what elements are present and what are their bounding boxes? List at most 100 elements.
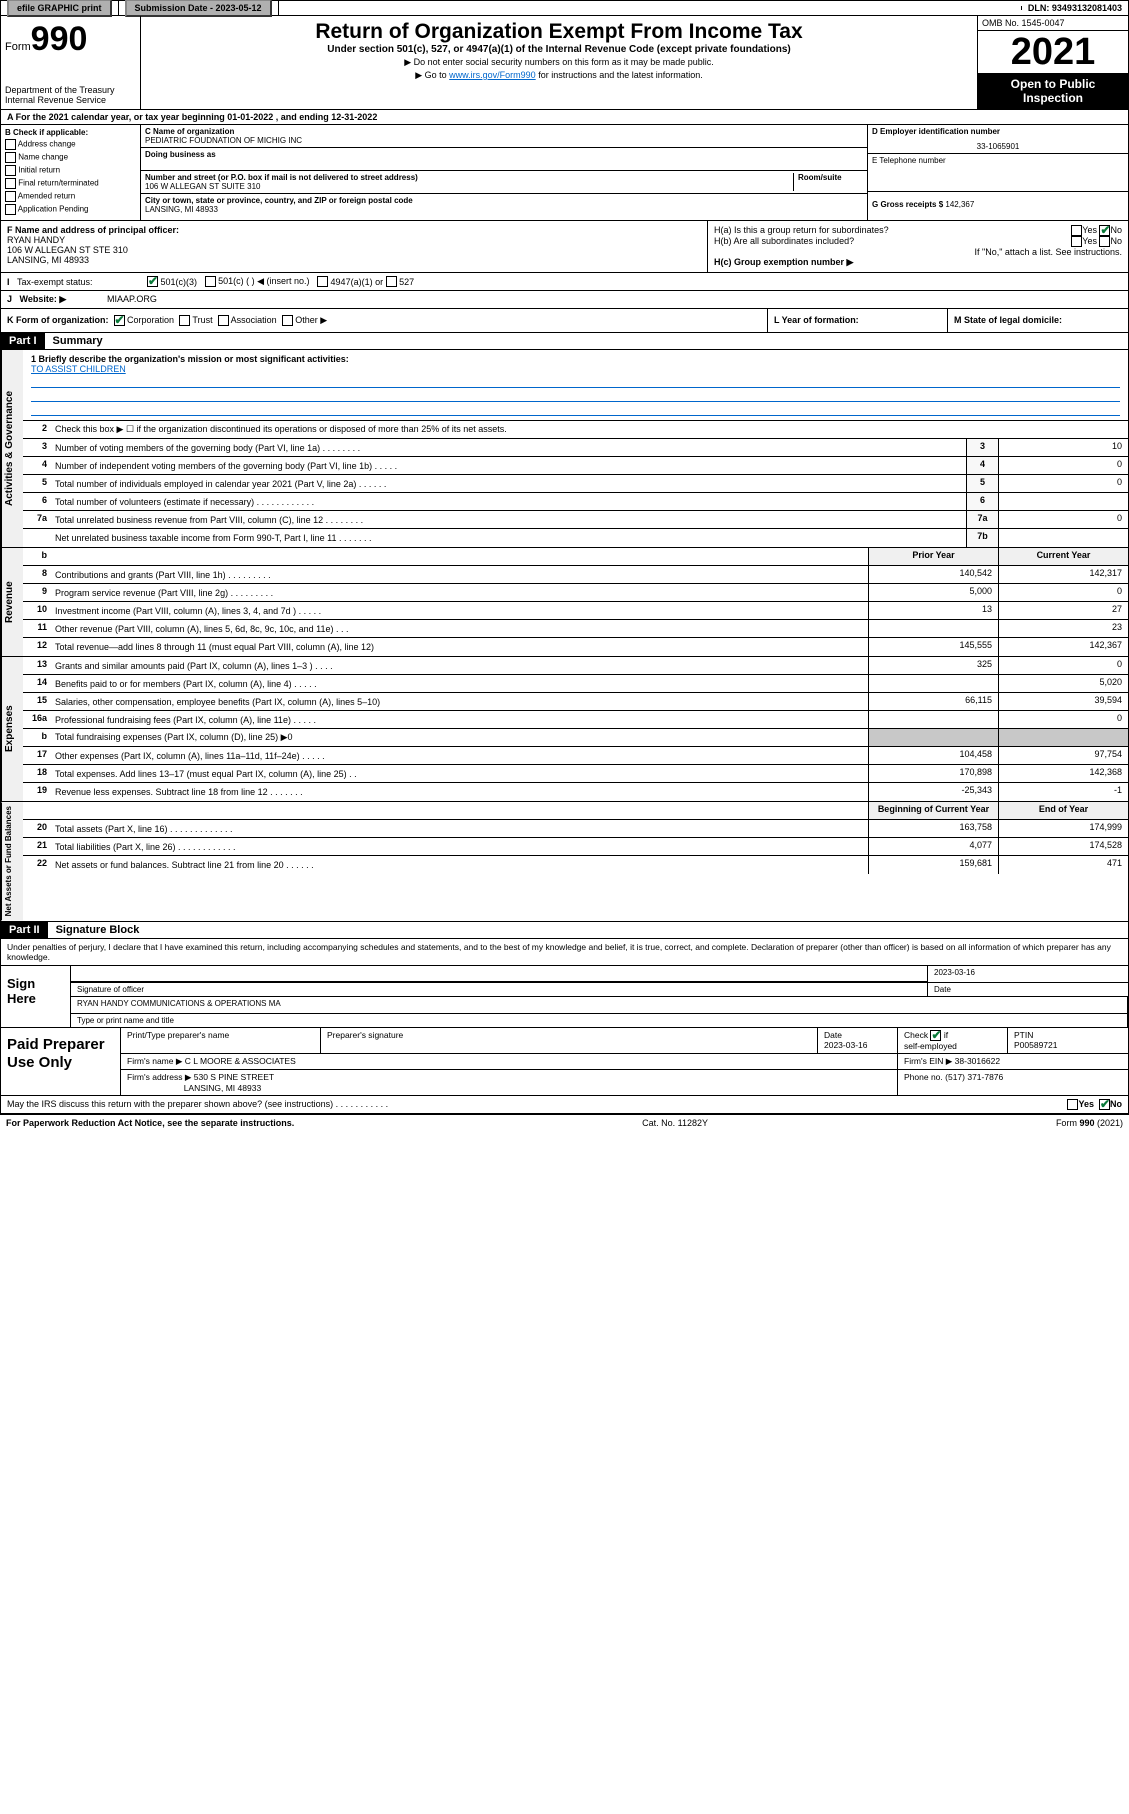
checkbox-ha-no[interactable]: [1099, 225, 1110, 236]
ptin-value: P00589721: [1014, 1040, 1058, 1050]
ein-row: D Employer identification number 33-1065…: [868, 125, 1128, 154]
firm-addr1: 530 S PINE STREET: [194, 1072, 274, 1082]
gross-receipts-row: G Gross receipts $ 142,367: [868, 192, 1128, 211]
form-subtitle: Under section 501(c), 527, or 4947(a)(1)…: [149, 44, 969, 55]
summary-line: 20Total assets (Part X, line 16) . . . .…: [23, 820, 1128, 838]
summary-line: 13Grants and similar amounts paid (Part …: [23, 657, 1128, 675]
firm-ein: 38-3016622: [955, 1056, 1000, 1066]
part2-title: Signature Block: [48, 922, 148, 938]
city-row: City or town, state or province, country…: [141, 194, 867, 216]
dln-text: DLN: 93493132081403: [1022, 1, 1128, 15]
discuss-row: May the IRS discuss this return with the…: [0, 1096, 1129, 1114]
form-990-number: 990: [31, 20, 88, 58]
checkbox-501c[interactable]: [205, 276, 216, 287]
firm-addr-row: Firm's address ▶ 530 S PINE STREET LANSI…: [121, 1070, 1128, 1095]
checkbox-association[interactable]: [218, 315, 229, 326]
checkbox-4947[interactable]: [317, 276, 328, 287]
checkbox-name-change[interactable]: [5, 152, 16, 163]
telephone-row: E Telephone number: [868, 154, 1128, 192]
summary-line: 22Net assets or fund balances. Subtract …: [23, 856, 1128, 874]
checkbox-self-employed[interactable]: [930, 1030, 941, 1041]
summary-line: Net unrelated business taxable income fr…: [23, 529, 1128, 547]
checkbox-pending[interactable]: [5, 204, 16, 215]
vlabel-net-assets: Net Assets or Fund Balances: [1, 802, 23, 920]
firm-phone: (517) 371-7876: [945, 1072, 1003, 1082]
checkbox-initial-return[interactable]: [5, 165, 16, 176]
checkbox-trust[interactable]: [179, 315, 190, 326]
summary-line: 8Contributions and grants (Part VIII, li…: [23, 566, 1128, 584]
officer-addr1: 106 W ALLEGAN ST STE 310: [7, 245, 701, 255]
prior-year-hdr: Prior Year: [868, 548, 998, 565]
checkbox-amended[interactable]: [5, 191, 16, 202]
part1-header: Part I Summary: [0, 333, 1129, 350]
irs-link[interactable]: www.irs.gov/Form990: [449, 70, 536, 80]
checkbox-corporation[interactable]: [114, 315, 125, 326]
sig-officer-label: Signature of officer: [71, 983, 928, 996]
summary-governance: Activities & Governance 1 Briefly descri…: [0, 350, 1129, 548]
efile-button[interactable]: efile GRAPHIC print: [7, 0, 112, 17]
section-b: B Check if applicable: Address change Na…: [1, 125, 141, 220]
summary-line: 3Number of voting members of the governi…: [23, 439, 1128, 457]
summary-line: 12Total revenue—add lines 8 through 11 (…: [23, 638, 1128, 656]
name-title-label: Type or print name and title: [71, 1014, 1128, 1027]
checkbox-other[interactable]: [282, 315, 293, 326]
summary-revenue: Revenue b Prior Year Current Year 8Contr…: [0, 548, 1129, 657]
line-2: 2 Check this box ▶ ☐ if the organization…: [23, 421, 1128, 439]
form-title-block: Return of Organization Exempt From Incom…: [141, 16, 978, 109]
note-website: ▶ Go to www.irs.gov/Form990 for instruct…: [149, 70, 969, 81]
checkbox-hb-yes[interactable]: [1071, 236, 1082, 247]
summary-line: 19Revenue less expenses. Subtract line 1…: [23, 783, 1128, 801]
gross-receipts-value: 142,367: [945, 200, 974, 209]
checkbox-527[interactable]: [386, 276, 397, 287]
checkbox-discuss-yes[interactable]: [1067, 1099, 1078, 1110]
summary-line: 10Investment income (Part VIII, column (…: [23, 602, 1128, 620]
form-title: Return of Organization Exempt From Incom…: [149, 20, 969, 44]
summary-line: 11Other revenue (Part VIII, column (A), …: [23, 620, 1128, 638]
firm-name: C L MOORE & ASSOCIATES: [185, 1056, 296, 1066]
summary-net-assets: Net Assets or Fund Balances Beginning of…: [0, 802, 1129, 921]
paid-header-row: Print/Type preparer's name Preparer's si…: [121, 1028, 1128, 1054]
website-value: MIAAP.ORG: [107, 294, 157, 305]
part2-header: Part II Signature Block: [0, 922, 1129, 939]
sig-declaration: Under penalties of perjury, I declare th…: [1, 939, 1128, 966]
signature-block: Under penalties of perjury, I declare th…: [0, 939, 1129, 1028]
vlabel-expenses: Expenses: [1, 657, 23, 801]
org-name: PEDIATRIC FOUDNATION OF MICHIG INC: [145, 136, 863, 145]
section-l: L Year of formation:: [768, 309, 948, 332]
summary-line: 15Salaries, other compensation, employee…: [23, 693, 1128, 711]
open-public-badge: Open to Public Inspection: [978, 73, 1128, 109]
summary-line: 18Total expenses. Add lines 13–17 (must …: [23, 765, 1128, 783]
mission-text: TO ASSIST CHILDREN: [31, 364, 1120, 374]
sig-date-label: Date: [928, 983, 1128, 996]
omb-number: OMB No. 1545-0047: [978, 16, 1128, 31]
org-name-row: C Name of organization PEDIATRIC FOUDNAT…: [141, 125, 867, 148]
checkbox-address-change[interactable]: [5, 139, 16, 150]
summary-expenses: Expenses 13Grants and similar amounts pa…: [0, 657, 1129, 802]
hc-group-exemption: H(c) Group exemption number ▶: [714, 257, 1122, 268]
vlabel-revenue: Revenue: [1, 548, 23, 656]
section-f: F Name and address of principal officer:…: [1, 221, 708, 272]
summary-line: 6Total number of volunteers (estimate if…: [23, 493, 1128, 511]
submission-date-button[interactable]: Submission Date - 2023-05-12: [125, 0, 272, 17]
mission-block: 1 Briefly describe the organization's mi…: [23, 350, 1128, 421]
begin-year-hdr: Beginning of Current Year: [868, 802, 998, 819]
hb-note: If "No," attach a list. See instructions…: [714, 247, 1122, 257]
form-header: Form990 Department of the Treasury Inter…: [0, 16, 1129, 110]
checkbox-hb-no[interactable]: [1099, 236, 1110, 247]
footer-left: For Paperwork Reduction Act Notice, see …: [6, 1118, 294, 1128]
col-header-row: b Prior Year Current Year: [23, 548, 1128, 566]
section-m: M State of legal domicile:: [948, 309, 1128, 332]
part1-title: Summary: [45, 333, 111, 349]
dept-treasury: Department of the Treasury: [5, 85, 115, 95]
section-j: J Website: ▶ MIAAP.ORG: [0, 291, 1129, 309]
paid-preparer-label: Paid Preparer Use Only: [1, 1028, 121, 1095]
checkbox-ha-yes[interactable]: [1071, 225, 1082, 236]
section-deg: D Employer identification number 33-1065…: [868, 125, 1128, 220]
section-klm: K Form of organization: Corporation Trus…: [0, 309, 1129, 333]
checkbox-discuss-no[interactable]: [1099, 1099, 1110, 1110]
street-row: Number and street (or P.O. box if mail i…: [141, 171, 867, 194]
checkbox-final-return[interactable]: [5, 178, 16, 189]
checkbox-501c3[interactable]: [147, 276, 158, 287]
tax-year: 2021: [978, 31, 1128, 73]
current-year-hdr: Current Year: [998, 548, 1128, 565]
